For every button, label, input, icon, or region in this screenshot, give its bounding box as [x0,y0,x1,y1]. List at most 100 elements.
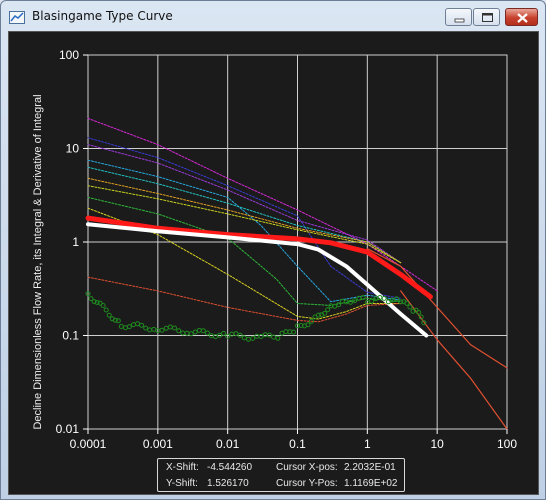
app-chart-icon [9,9,25,24]
y-tick-label: 1 [72,235,79,249]
series-line-13 [86,222,429,338]
data-marker [221,330,227,336]
y-axis-label: Decline Dimensionless Flow Rate, its Int… [32,94,44,429]
data-marker [122,325,128,331]
x-shift-value: -4.544260 [207,462,253,473]
data-marker [309,318,314,324]
data-marker [283,329,289,335]
type-curve-chart[interactable]: 0.0001 0.001 0.01 0.1 1 10 100 0.01 0.1 1 10 100 De… [9,32,538,494]
data-marker [115,318,121,324]
data-marker [85,291,91,297]
data-marker [118,324,124,329]
data-marker [325,307,331,313]
data-marker [381,295,387,301]
window-title: Blasingame Type Curve [32,9,173,23]
series-line-11 [400,290,508,430]
data-marker [250,335,256,341]
data-marker [237,332,243,338]
x-tick-label: 0.001 [143,437,173,451]
data-marker [373,296,379,302]
data-marker [159,327,165,333]
data-marker [421,320,427,326]
data-marker [180,330,186,336]
data-marker [192,329,198,335]
close-icon [517,13,528,23]
data-marker [241,335,247,341]
y-tick-label: 0.01 [56,422,80,436]
y-tick-label: 0.1 [62,329,79,343]
series-line-6 [87,185,402,264]
plot-area[interactable]: 0.0001 0.001 0.01 0.1 1 10 100 0.01 0.1 1 10 100 De… [8,31,539,495]
cursor-x-value: 2.2032E-01 [344,462,396,473]
data-marker [233,331,239,337]
data-marker [398,299,404,305]
data-marker [163,325,169,331]
series-line-1 [87,137,402,299]
data-marker [352,298,358,304]
data-marker [184,330,190,336]
data-marker [360,295,366,300]
title-bar[interactable]: Blasingame Type Curve [1,1,545,31]
minimize-button[interactable] [445,8,472,26]
data-marker [172,325,177,331]
shift-readout-panel: X-Shift: -4.544260 Cursor X-pos: 2.2032E… [157,458,405,492]
data-marker [126,324,132,330]
data-marker [91,299,97,305]
data-marker [385,299,391,305]
y-shift-label: Y-Shift: [166,478,198,489]
x-tick-label: 10 [430,437,444,451]
data-marker [143,325,149,331]
data-marker [404,300,410,306]
series-line-9 [87,276,402,323]
close-button[interactable] [505,8,538,26]
data-marker [100,303,106,308]
data-marker [135,321,140,327]
cursor-y-label: Cursor Y-Pos: [276,478,338,489]
data-marker [266,332,272,338]
series-line-7 [87,196,402,306]
data-marker [394,296,400,302]
data-marker [204,330,210,336]
data-marker [254,333,260,339]
x-tick-label: 0.01 [216,437,240,451]
data-marker [279,330,285,336]
maximize-button[interactable] [473,8,500,26]
cursor-y-value: 1.1169E+02 [344,478,398,489]
data-marker [316,312,321,318]
data-marker [106,312,112,318]
data-marker [176,328,182,334]
data-marker [188,331,194,337]
x-tick-label: 0.0001 [70,437,107,451]
series-line-2 [87,144,402,264]
data-marker [103,307,109,313]
data-marker [147,327,153,333]
data-marker [88,296,94,302]
x-tick-label: 0.1 [289,437,306,451]
data-marker [131,322,136,328]
y-tick-label: 100 [59,48,79,62]
data-marker [167,324,173,330]
data-marker [364,299,370,305]
data-marker [112,317,118,323]
series-line-4 [87,166,402,264]
series-line-10 [366,248,508,369]
x-tick-label: 100 [497,437,517,451]
data-marker [416,309,422,315]
series-markers-14 [85,291,427,342]
data-marker [151,326,157,332]
cursor-x-label: Cursor X-pos: [276,462,338,473]
data-marker [97,300,103,306]
maximize-icon [482,13,493,22]
series-line-8 [87,207,402,320]
x-tick-label: 1 [364,437,371,451]
data-marker [94,300,100,305]
x-shift-label: X-Shift: [166,462,199,473]
data-marker [262,332,268,338]
series-line-12 [85,215,433,300]
data-marker [410,308,416,314]
data-marker [246,336,251,342]
data-marker [322,310,328,316]
data-marker [139,322,145,328]
y-tick-label: 10 [66,142,80,156]
